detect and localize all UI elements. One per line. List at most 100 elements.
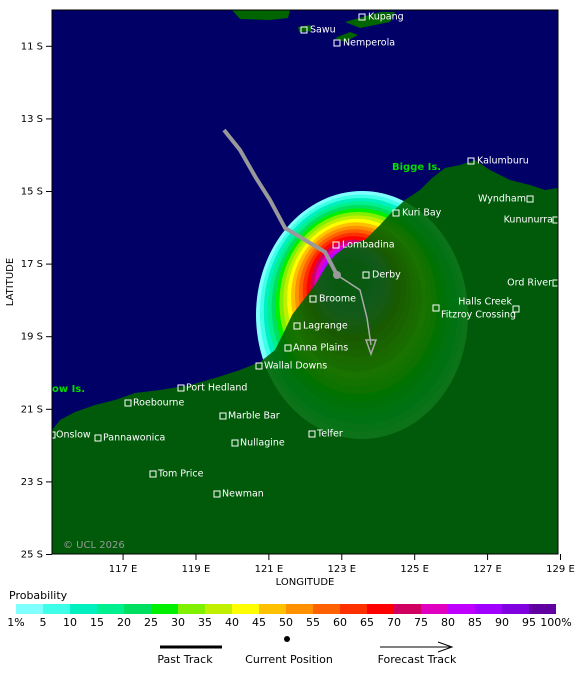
x-tick-label: 119 E [182,564,211,575]
y-axis-label: LATITUDE [5,258,16,306]
legend-forecast-arrow [437,641,454,653]
place-label: Nemperola [343,38,395,49]
copyright: © UCL 2026 [63,540,125,551]
place-label: Lombadina [342,240,395,251]
map-area: Kupang Sawu Nemperola Kalumburu Wyndham Kunun… [52,10,558,554]
colorbar-label: 10 [63,616,77,629]
y-tick-label: 23 S [21,477,43,488]
colorbar-label: 5 [40,616,47,629]
colorbar-label: 60 [333,616,347,629]
colorbar-swatch [16,604,43,614]
place-label: Kupang [368,12,404,23]
place-marker [284,344,292,352]
place-label: Kununurra [504,215,553,226]
place-marker [526,195,534,203]
place-marker [392,209,400,217]
past-track [222,128,339,276]
legend-past: Past Track [157,653,213,666]
colorbar-swatch [286,604,313,614]
colorbar-label: 45 [252,616,266,629]
colorbar-swatch [475,604,502,614]
place-marker [213,490,221,498]
place-label: Wallal Downs [264,361,327,372]
colorbar-label: 50 [279,616,293,629]
place-marker [308,430,316,438]
current-position [333,271,341,279]
colorbar-swatch [205,604,232,614]
place-marker [333,39,341,47]
colorbar-label: 65 [360,616,374,629]
island-label: Bigge Is. [392,162,441,173]
place-label: Tom Price [157,469,204,480]
islands [232,10,395,42]
colorbar-swatch [367,604,394,614]
y-tick-label: 13 S [21,114,43,125]
place-label: Ord River [507,278,552,289]
place-label: Roebourne [133,398,184,409]
colorbar-label: 100% [540,616,571,629]
colorbar-label: 80 [441,616,455,629]
colorbar-swatch [394,604,421,614]
place-marker [512,305,520,313]
place-label: Kalumburu [477,156,529,167]
legend-current: Current Position [245,653,333,666]
place-label: Halls Creek [458,297,512,308]
place-label: Port Hedland [186,383,247,394]
place-label: Nullagine [240,438,285,449]
colorbar-label: 70 [387,616,401,629]
place-label: Newman [222,489,264,500]
forecast-arrow [364,339,378,357]
colorbar-swatch [313,604,340,614]
y-tick-label: 15 S [21,187,43,198]
place-label: Broome [319,294,356,305]
colorbar-swatch [43,604,70,614]
place-marker [358,13,366,21]
x-tick-label: 117 E [109,564,138,575]
place-marker [149,470,157,478]
colorbar-label: 90 [495,616,509,629]
place-label: Wyndham [478,194,526,205]
colorbar-label: 25 [144,616,158,629]
place-marker [309,295,317,303]
x-tick-label: 129 E [546,564,575,575]
x-axis-label: LONGITUDE [276,577,335,588]
place-marker [552,279,558,287]
y-tick-label: 11 S [21,41,43,52]
colorbar-swatch [421,604,448,614]
map-frame [51,9,559,555]
colorbar-label: 95 [522,616,536,629]
colorbar-swatch [70,604,97,614]
legend-forecast: Forecast Track [378,653,457,666]
place-label: Derby [372,270,401,281]
place-label: Onslow [56,430,91,441]
colorbar-swatch [502,604,529,614]
colorbar-swatch [151,604,178,614]
place-marker [231,439,239,447]
colorbar-label: 35 [198,616,212,629]
colorbar-label: 20 [117,616,131,629]
place-label: Sawu [310,25,336,36]
place-label: Marble Bar [228,411,280,422]
place-label: Anna Plains [293,343,348,354]
place-marker [255,362,263,370]
colorbar-label: 85 [468,616,482,629]
place-marker [94,434,102,442]
place-label: Lagrange [303,321,348,332]
y-tick-label: 19 S [21,332,43,343]
y-tick-label: 17 S [21,259,43,270]
axes: 117 E 119 E 121 E 123 E 125 E 127 E 129 E 11 S 1… [21,41,575,575]
y-tick-label: 21 S [21,404,43,415]
land [52,160,558,554]
colorbar-swatch [232,604,259,614]
place-label: Fitzroy Crossing [441,310,516,321]
place-marker [300,26,308,34]
place-marker [124,399,132,407]
place-label: Kuri Bay [402,208,442,219]
legend-current-dot [284,636,290,642]
colorbar-title: Probability [9,589,68,602]
colorbar-swatch [448,604,475,614]
place-marker [293,322,301,330]
x-tick-label: 127 E [473,564,502,575]
place-label: Pannawonica [103,433,165,444]
